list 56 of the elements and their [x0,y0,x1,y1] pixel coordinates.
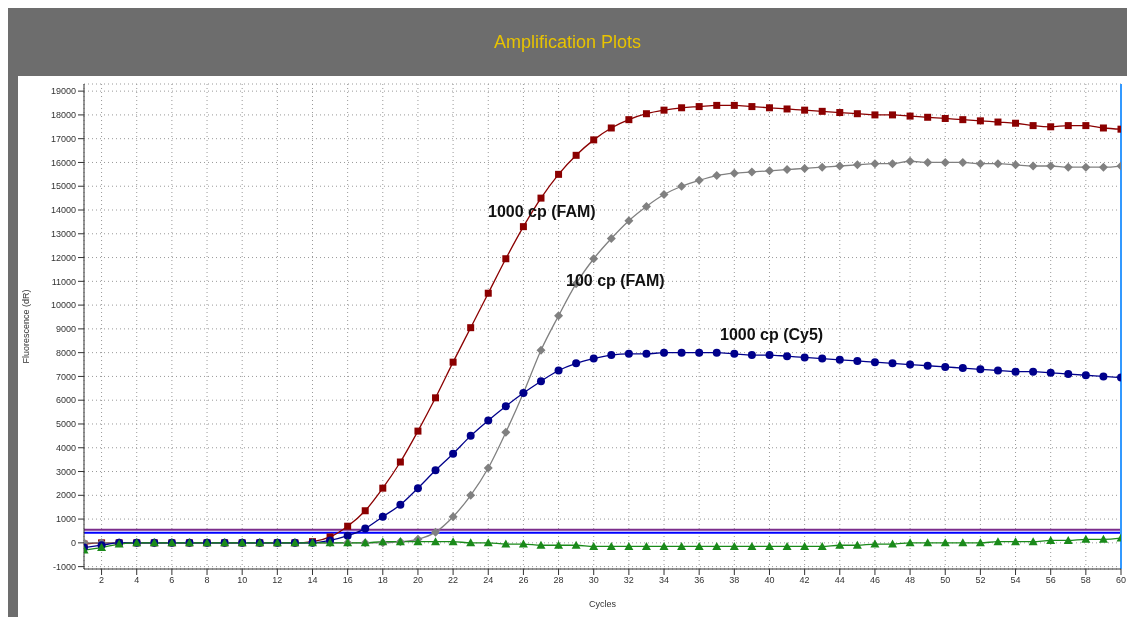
y-tick-label: -1000 [52,561,76,572]
x-tick-label: 44 [834,575,845,586]
x-tick-label: 6 [169,575,175,586]
x-tick-label: 26 [518,575,529,586]
x-tick-label: 14 [307,575,318,586]
y-tick-label: 7000 [55,371,76,382]
x-tick-label: 36 [694,575,705,586]
annotation: 1000 cp (Cy5) [720,326,824,344]
x-tick-label: 22 [448,575,459,586]
x-tick-label: 20 [412,575,423,586]
y-tick-label: 14000 [50,205,76,216]
x-tick-label: 28 [553,575,564,586]
x-tick-label: 54 [1010,575,1021,586]
x-tick-label: 12 [272,575,283,586]
y-tick-label: 6000 [55,395,76,406]
x-tick-label: 24 [483,575,494,586]
y-tick-label: 19000 [50,86,76,97]
x-tick-label: 16 [342,575,353,586]
y-tick-label: 9000 [55,324,76,335]
x-tick-label: 46 [869,575,880,586]
y-tick-label: 11000 [51,276,76,287]
y-axis-title: Fluorescence (dR) [21,289,32,364]
x-tick-label: 8 [204,575,210,586]
y-tick-label: 2000 [55,490,76,501]
x-tick-label: 30 [588,575,599,586]
y-tick-label: 3000 [55,466,76,477]
x-tick-label: 2 [99,575,105,586]
annotation: 100 cp (FAM) [566,272,665,290]
y-tick-label: 4000 [55,442,76,453]
x-tick-label: 52 [975,575,986,586]
y-tick-label: 10000 [50,300,76,311]
x-tick-label: 32 [623,575,634,586]
y-tick-label: 13000 [50,228,76,239]
y-tick-label: 15000 [50,181,76,192]
x-tick-label: 38 [729,575,740,586]
x-tick-label: 10 [237,575,248,586]
x-tick-label: 42 [799,575,810,586]
y-tick-label: 18000 [50,110,76,121]
y-tick-label: 1000 [55,514,76,525]
y-tick-label: 17000 [50,133,76,144]
x-tick-label: 50 [940,575,951,586]
y-tick-label: 8000 [55,347,76,358]
y-tick-label: 0 [70,538,76,549]
chart-title: Amplification Plots [492,30,643,54]
x-tick-label: 56 [1045,575,1056,586]
x-tick-label: 48 [905,575,916,586]
x-tick-label: 4 [134,575,140,586]
x-tick-label: 34 [659,575,670,586]
x-tick-label: 40 [764,575,775,586]
y-tick-label: 12000 [50,252,76,263]
y-tick-label: 5000 [55,419,76,430]
x-axis-title: Cycles [588,599,617,609]
x-tick-label: 58 [1080,575,1091,586]
x-tick-label: 18 [377,575,388,586]
x-tick-label: 60 [1115,575,1127,586]
y-tick-label: 16000 [50,157,76,168]
